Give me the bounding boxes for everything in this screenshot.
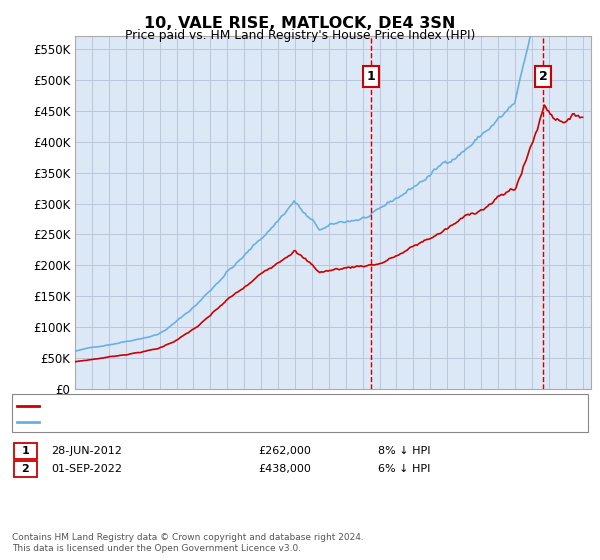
Text: This data is licensed under the Open Government Licence v3.0.: This data is licensed under the Open Gov… <box>12 544 301 553</box>
Text: 1: 1 <box>367 71 375 83</box>
Text: 2: 2 <box>539 71 547 83</box>
Text: 01-SEP-2022: 01-SEP-2022 <box>51 464 122 474</box>
Text: 6% ↓ HPI: 6% ↓ HPI <box>378 464 430 474</box>
Text: 8% ↓ HPI: 8% ↓ HPI <box>378 446 431 456</box>
Text: 10, VALE RISE, MATLOCK, DE4 3SN (detached house): 10, VALE RISE, MATLOCK, DE4 3SN (detache… <box>42 401 337 411</box>
Text: £438,000: £438,000 <box>258 464 311 474</box>
Text: Contains HM Land Registry data © Crown copyright and database right 2024.: Contains HM Land Registry data © Crown c… <box>12 533 364 542</box>
Text: Price paid vs. HM Land Registry's House Price Index (HPI): Price paid vs. HM Land Registry's House … <box>125 29 475 42</box>
Text: £262,000: £262,000 <box>258 446 311 456</box>
Text: 28-JUN-2012: 28-JUN-2012 <box>51 446 122 456</box>
Text: HPI: Average price, detached house, Derbyshire Dales: HPI: Average price, detached house, Derb… <box>42 417 344 427</box>
Text: 1: 1 <box>22 446 29 456</box>
Text: 2: 2 <box>22 464 29 474</box>
Text: 10, VALE RISE, MATLOCK, DE4 3SN: 10, VALE RISE, MATLOCK, DE4 3SN <box>145 16 455 31</box>
